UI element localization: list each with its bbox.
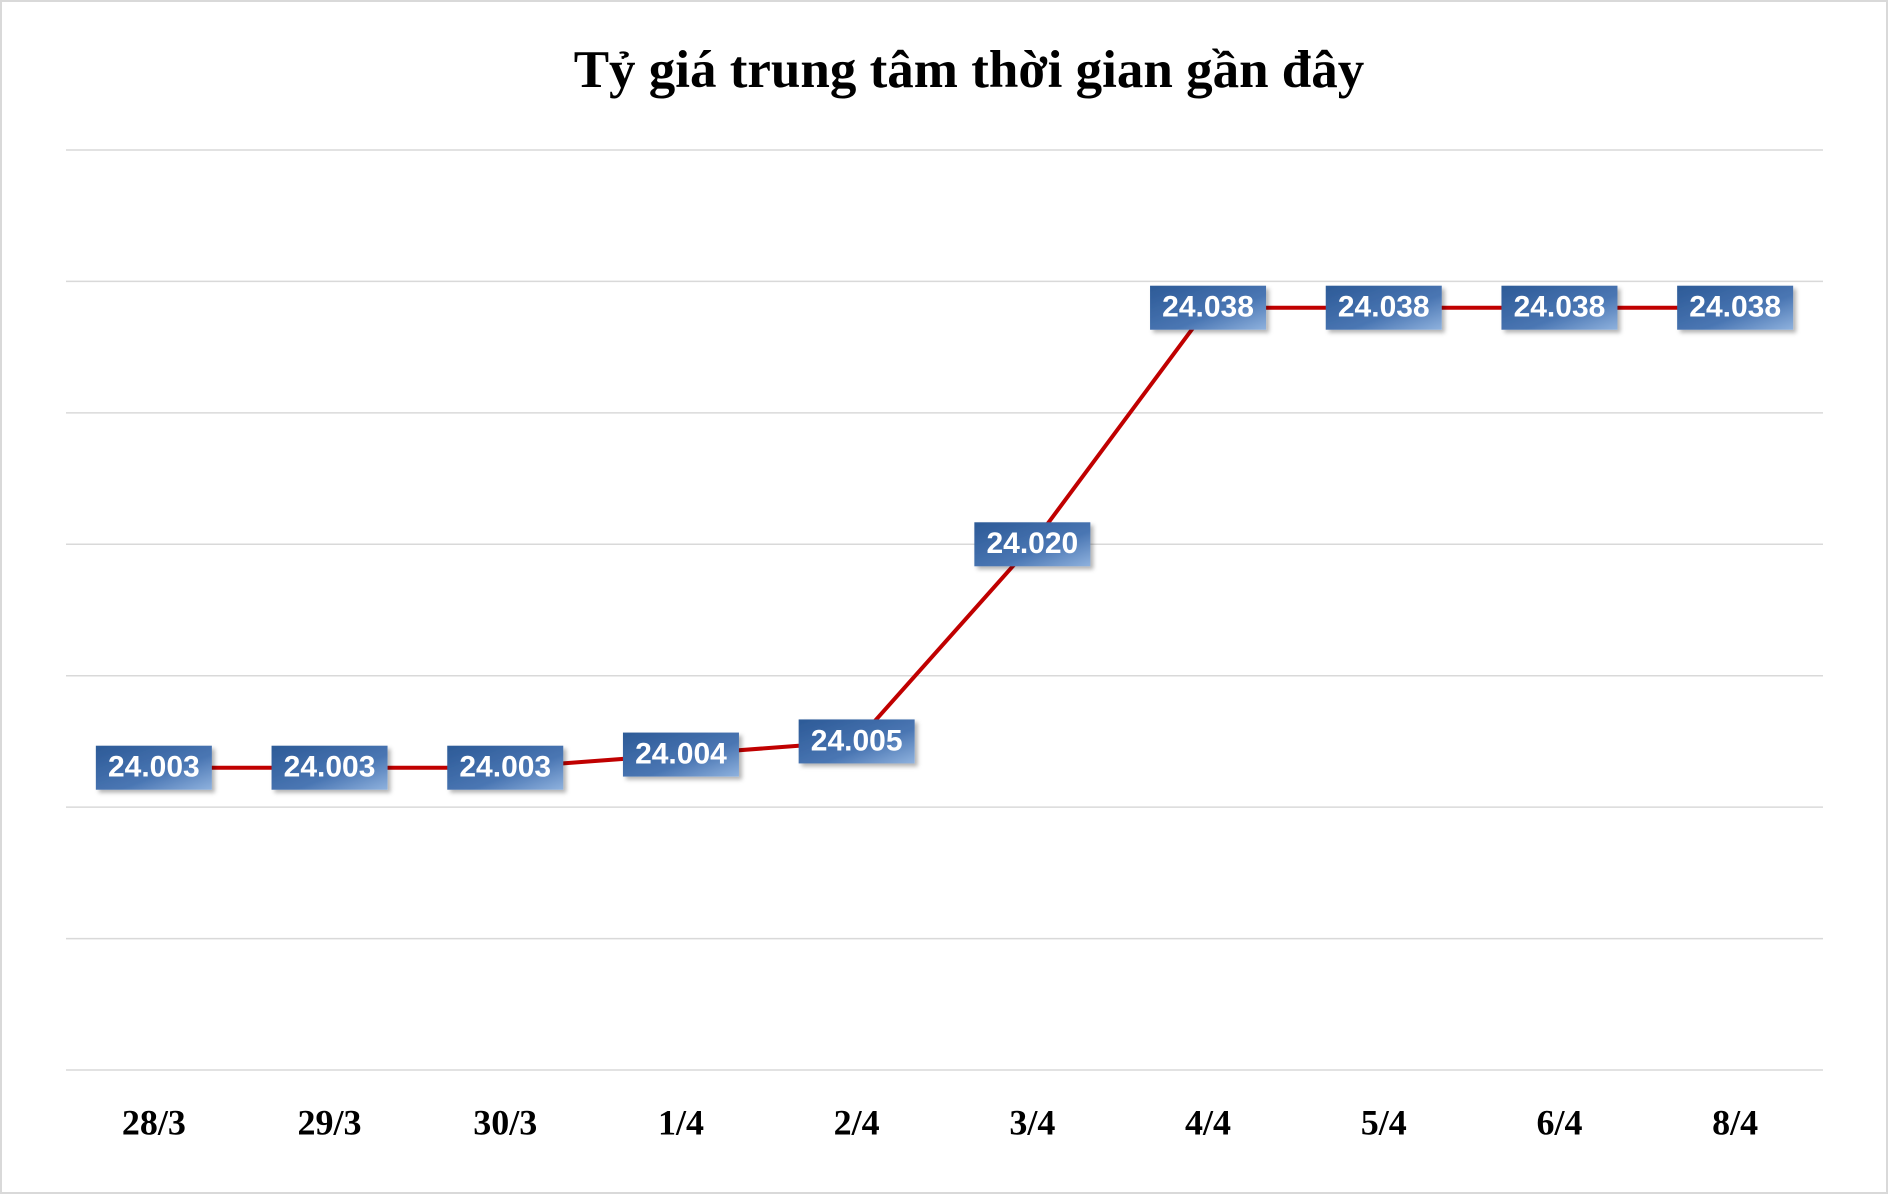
value-label: 24.005 xyxy=(811,724,903,757)
x-tick-label: 4/4 xyxy=(1185,1102,1231,1142)
value-label: 24.038 xyxy=(1162,291,1254,324)
value-label: 24.003 xyxy=(108,751,200,784)
x-tick-label: 3/4 xyxy=(1009,1102,1055,1142)
value-label: 24.038 xyxy=(1689,291,1781,324)
x-tick-label: 28/3 xyxy=(122,1102,186,1142)
value-label: 24.038 xyxy=(1514,291,1606,324)
x-tick-label: 6/4 xyxy=(1536,1102,1582,1142)
value-label-box xyxy=(798,719,915,764)
x-tick-label: 29/3 xyxy=(298,1102,362,1142)
x-tick-label: 1/4 xyxy=(658,1102,704,1142)
value-label-box xyxy=(1150,285,1267,330)
x-tick-label: 8/4 xyxy=(1712,1102,1758,1142)
value-label-box xyxy=(1677,285,1794,330)
x-tick-label: 30/3 xyxy=(473,1102,537,1142)
value-label: 24.020 xyxy=(986,527,1078,560)
chart-title: Tỷ giá trung tâm thời gian gần đây xyxy=(574,41,1365,99)
x-tick-label: 5/4 xyxy=(1361,1102,1407,1142)
value-label-box xyxy=(622,732,739,777)
value-label: 24.038 xyxy=(1338,291,1430,324)
value-label-box xyxy=(271,745,388,790)
value-label-box xyxy=(1325,285,1442,330)
value-label: 24.003 xyxy=(284,751,376,784)
value-label-box xyxy=(95,745,212,790)
value-label-box xyxy=(1501,285,1618,330)
value-label-box xyxy=(447,745,564,790)
value-label: 24.004 xyxy=(635,737,727,770)
data-line xyxy=(153,305,1736,770)
value-label: 24.003 xyxy=(459,751,551,784)
value-label-box xyxy=(974,522,1091,567)
x-tick-label: 2/4 xyxy=(834,1102,880,1142)
